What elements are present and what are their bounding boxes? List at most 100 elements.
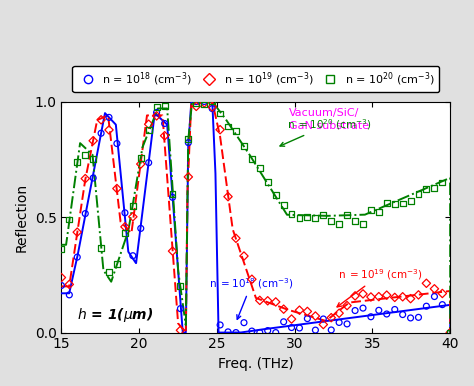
Point <box>90 138 97 144</box>
Point <box>264 179 272 185</box>
Point <box>65 281 73 288</box>
Point <box>375 307 383 313</box>
Point <box>288 316 295 322</box>
Point <box>272 299 280 305</box>
Point <box>224 193 232 200</box>
Point <box>383 200 391 206</box>
Point <box>113 185 121 191</box>
Point <box>367 294 374 300</box>
Point <box>145 121 153 127</box>
Point <box>431 286 438 292</box>
Point <box>97 130 105 136</box>
Point <box>391 201 399 207</box>
Point <box>192 98 200 105</box>
Point <box>90 156 97 163</box>
Point <box>288 210 295 217</box>
Point <box>209 98 216 105</box>
Point <box>264 298 272 304</box>
Point <box>407 296 414 302</box>
Point <box>145 159 153 166</box>
Point <box>343 321 351 327</box>
Text: n $=10^{18}$ (cm$^{-3}$): n $=10^{18}$ (cm$^{-3}$) <box>209 276 294 319</box>
Point <box>375 293 383 300</box>
Point <box>256 164 264 171</box>
Point <box>359 291 367 297</box>
Point <box>280 306 287 312</box>
Point <box>367 314 374 320</box>
Point <box>177 306 184 312</box>
Point <box>391 294 399 300</box>
Point <box>343 303 351 309</box>
Point <box>161 133 168 139</box>
Point <box>383 311 391 317</box>
Point <box>137 225 145 232</box>
Point <box>311 327 319 333</box>
Point <box>335 310 343 316</box>
Point <box>105 127 113 133</box>
Point <box>375 209 383 215</box>
Point <box>137 155 145 161</box>
Point <box>145 127 153 133</box>
Point <box>65 217 73 223</box>
Point <box>303 315 311 322</box>
Point <box>415 314 422 320</box>
Point <box>113 141 121 147</box>
Y-axis label: Reflection: Reflection <box>15 183 29 252</box>
Point <box>201 100 208 106</box>
Point <box>264 327 272 334</box>
Point <box>447 330 454 336</box>
Point <box>359 221 367 227</box>
Point <box>296 307 303 313</box>
Point <box>288 325 295 331</box>
Text: $h$ = 1($\mu$m): $h$ = 1($\mu$m) <box>77 306 154 324</box>
Point <box>343 212 351 218</box>
Point <box>153 104 160 110</box>
Point <box>351 218 359 224</box>
Point <box>73 254 81 260</box>
Point <box>415 191 422 197</box>
Point <box>153 113 160 119</box>
Point <box>121 224 129 230</box>
Point <box>97 117 105 123</box>
Point <box>359 305 367 311</box>
Point <box>351 308 359 314</box>
Point <box>296 325 303 331</box>
Point <box>447 330 454 336</box>
Point <box>303 308 311 315</box>
Point <box>224 329 232 335</box>
Point <box>58 246 65 252</box>
Point <box>328 315 335 321</box>
Point <box>232 330 240 336</box>
Point <box>153 109 160 115</box>
Point <box>319 322 327 328</box>
Point <box>407 315 414 321</box>
Point <box>169 248 176 254</box>
Point <box>169 191 176 197</box>
Point <box>121 230 129 236</box>
Point <box>73 159 81 165</box>
Text: Vacuum/SiC/
GaN substrate: Vacuum/SiC/ GaN substrate <box>289 108 369 131</box>
Point <box>335 221 343 227</box>
Point <box>184 174 192 180</box>
Point <box>256 330 264 336</box>
Point <box>113 261 121 267</box>
Point <box>423 303 430 309</box>
Point <box>121 210 129 216</box>
Point <box>209 105 216 112</box>
Point <box>415 292 422 298</box>
Point <box>311 215 319 221</box>
Point <box>105 114 113 120</box>
Point <box>447 330 454 336</box>
Point <box>224 124 232 130</box>
Point <box>240 320 248 326</box>
Point <box>240 142 248 149</box>
Text: n $=10^{19}$ (cm$^{-3}$): n $=10^{19}$ (cm$^{-3}$) <box>337 267 423 307</box>
Point <box>137 161 145 167</box>
Point <box>184 136 192 142</box>
Point <box>328 327 335 333</box>
Point <box>248 276 255 282</box>
Point <box>248 328 255 334</box>
Point <box>129 203 137 209</box>
Point <box>248 156 255 162</box>
Point <box>423 186 430 193</box>
